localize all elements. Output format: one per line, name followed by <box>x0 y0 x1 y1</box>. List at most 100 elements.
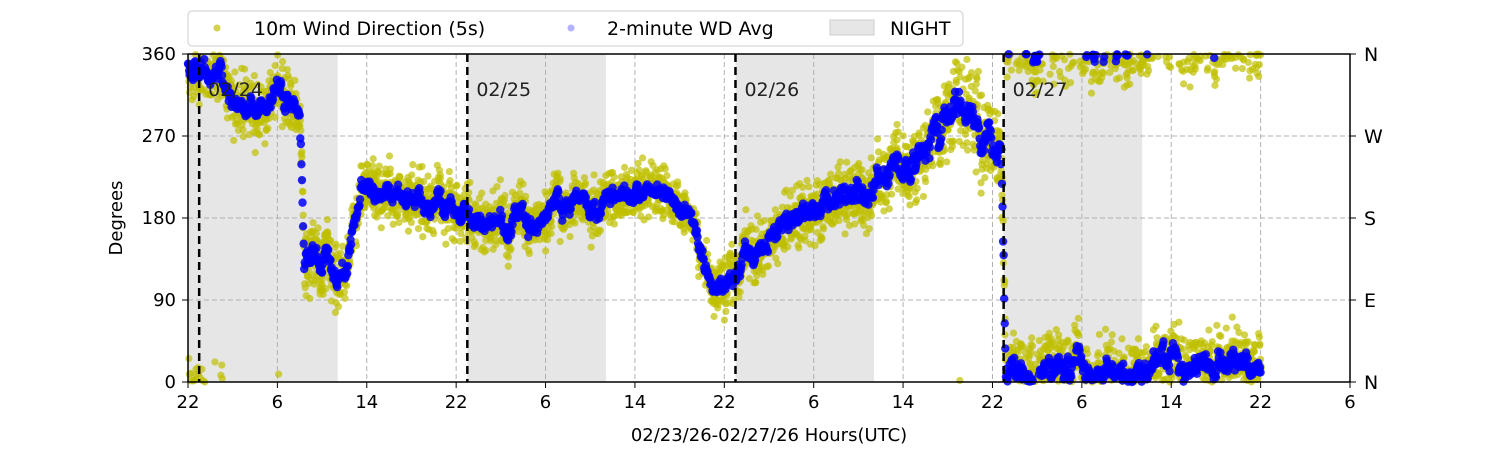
wind-5s-point <box>1213 321 1221 329</box>
wind-5s-point <box>1238 64 1246 73</box>
wind-5s-point <box>239 133 248 141</box>
wind-5s-point <box>566 232 574 241</box>
wind-5s-point <box>885 205 893 213</box>
wind-5s-point <box>542 247 550 255</box>
wind-5s-point <box>1255 60 1263 69</box>
wind-5s-point <box>271 113 279 121</box>
wind-5s-point <box>1235 328 1243 337</box>
wind-5s-point <box>788 186 796 194</box>
wind-5s-point <box>634 159 642 168</box>
wind-5s-point <box>1039 77 1047 85</box>
wind-5s-point <box>971 87 979 95</box>
wind-5s-point <box>835 216 843 225</box>
wind-5s-point <box>873 135 882 143</box>
wind-5s-point <box>771 206 779 214</box>
wind-5s-point <box>299 188 307 196</box>
wind-5s-point <box>337 249 345 257</box>
wind-5s-point <box>722 307 730 316</box>
wind-5s-point <box>948 142 957 150</box>
wind-5s-point <box>1255 72 1263 81</box>
wind-5s-point <box>752 225 760 233</box>
wind-5s-point <box>1126 80 1134 88</box>
wind-5s-point <box>1036 66 1044 74</box>
wind-5s-point <box>195 100 203 109</box>
wind-5s-point <box>369 155 377 163</box>
wind-5s-point <box>1250 347 1258 356</box>
wind-5s-point <box>322 285 330 293</box>
wind-5s-point <box>407 218 415 227</box>
wind-5s-point <box>795 244 803 252</box>
wind-5s-point <box>629 208 637 217</box>
wind-5s-point <box>424 172 432 180</box>
avg-2min-point <box>572 186 581 195</box>
wind-5s-point <box>1033 77 1042 85</box>
wind-5s-point <box>1175 318 1183 326</box>
wind-5s-point <box>580 174 589 182</box>
wind-5s-point <box>414 225 423 233</box>
wind-5s-point <box>251 149 259 157</box>
wind-5s-point <box>1007 66 1015 74</box>
wind-5s-point <box>1028 334 1036 342</box>
wind-5s-point <box>1244 58 1252 67</box>
wind-5s-point <box>1212 75 1221 83</box>
avg-2min-point <box>217 62 226 72</box>
wind-5s-point <box>389 220 397 228</box>
wind-5s-point <box>867 154 875 162</box>
avg-2min-point <box>298 222 308 231</box>
wind-5s-point <box>827 170 835 178</box>
wind-5s-point <box>456 237 464 245</box>
wind-5s-point <box>782 186 790 194</box>
avg-2min-point <box>698 246 707 256</box>
wind-5s-point <box>807 225 815 234</box>
wind-5s-point <box>556 175 564 183</box>
wind-5s-point <box>1070 58 1078 67</box>
wind-5s-point <box>482 246 490 255</box>
wind-5s-point <box>264 124 272 132</box>
wind-5s-point <box>297 127 305 135</box>
wind-5s-point <box>1026 360 1034 368</box>
wind-5s-point <box>1142 343 1150 351</box>
wind-5s-point <box>596 226 604 235</box>
wind-5s-point <box>516 189 524 197</box>
wind-5s-point <box>995 127 1003 135</box>
wind-5s-point <box>1120 353 1128 361</box>
wind-5s-point <box>314 224 322 232</box>
wind-5s-point <box>1055 331 1063 339</box>
wind-5s-point <box>1180 80 1188 88</box>
wind-5s-point <box>1222 324 1230 332</box>
wind-5s-point <box>218 374 226 383</box>
wind-5s-point <box>1087 89 1096 97</box>
wind-5s-point <box>720 316 729 324</box>
wind-5s-point <box>1101 325 1110 333</box>
wind-5s-point <box>835 169 843 177</box>
wind-5s-point <box>1179 345 1187 353</box>
wind-5s-point <box>1060 56 1069 64</box>
wind-5s-point <box>894 185 902 193</box>
wind-5s-point <box>343 282 351 290</box>
wind-5s-point <box>786 192 794 200</box>
wind-5s-point <box>745 274 753 283</box>
wind-5s-point <box>1240 331 1249 339</box>
wind-5s-point <box>554 169 562 177</box>
wind-5s-point <box>298 148 306 156</box>
wind-5s-point <box>326 236 334 244</box>
avg-2min-point <box>524 232 533 242</box>
wind-5s-point <box>710 312 718 321</box>
avg-2min-point <box>426 212 435 222</box>
wind-5s-point <box>753 212 762 220</box>
wind-5s-point <box>1074 314 1083 322</box>
wind-5s-point <box>1191 65 1199 73</box>
wind-5s-point <box>306 294 314 303</box>
wind-5s-point <box>860 221 868 229</box>
avg-2min-point <box>297 175 307 185</box>
wind-5s-point <box>818 234 826 242</box>
wind-5s-point <box>867 212 876 220</box>
wind-5s-point <box>211 358 219 366</box>
wind-5s-point <box>548 223 556 231</box>
wind-5s-point <box>589 223 598 231</box>
wind-5s-point <box>547 229 555 238</box>
wind-5s-point <box>1134 335 1143 343</box>
wind-5s-point <box>334 303 343 311</box>
avg-2min-point <box>297 160 306 169</box>
wind-5s-point <box>760 217 768 225</box>
